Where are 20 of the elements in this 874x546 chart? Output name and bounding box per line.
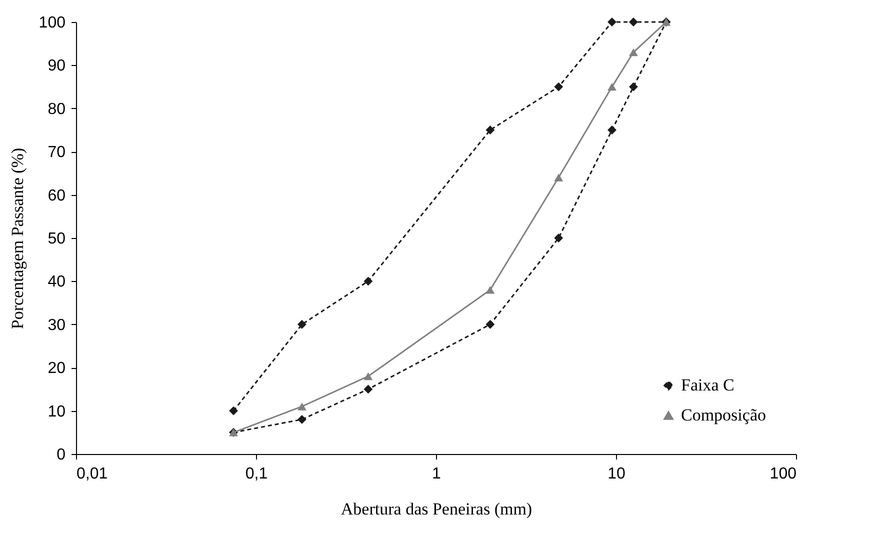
y-tick-label: 10 (48, 403, 66, 420)
y-tick-label: 60 (48, 187, 66, 204)
y-tick-label: 100 (38, 14, 66, 32)
legend-label: Faixa C (681, 376, 734, 394)
y-tick-label: 90 (48, 58, 66, 75)
x-axis-title: Abertura das Peneiras (mm) (340, 500, 532, 518)
x-tick-label: 10 (608, 466, 626, 482)
x-tick-label: 0,1 (245, 466, 268, 482)
y-tick-label: 70 (48, 144, 66, 162)
y-tick-label: 0 (56, 446, 66, 464)
y-tick-label: 80 (48, 100, 66, 118)
x-tick-label: 0,01 (76, 466, 108, 482)
legend-label: Composição (681, 406, 766, 424)
y-tick-label: 50 (48, 230, 66, 248)
x-tick-label: 100 (770, 466, 797, 482)
y-tick-label: 40 (48, 274, 66, 291)
y-axis-title: Porcentagem Passante (%) (8, 148, 27, 330)
x-tick-label: 1 (432, 466, 442, 482)
y-tick-label: 30 (48, 316, 66, 334)
y-tick-label: 20 (48, 360, 66, 378)
